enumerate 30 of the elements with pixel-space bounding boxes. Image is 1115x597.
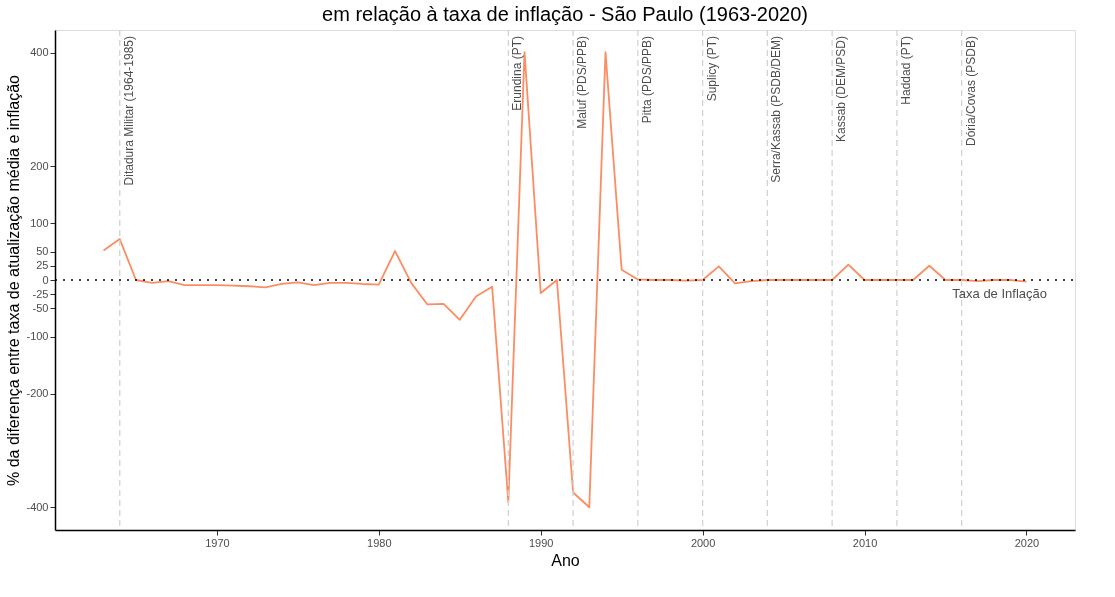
ref-line-label: Suplicy (PT) bbox=[704, 36, 719, 102]
x-tick-label: 2020 bbox=[1014, 536, 1040, 549]
ref-line-label: Maluf (PDS/PPB) bbox=[575, 36, 590, 129]
ref-line-label: Pitta (PDS/PPB) bbox=[639, 36, 654, 124]
ref-line-label: Taxa de Inflação bbox=[952, 286, 1047, 301]
x-tick-label: 2000 bbox=[690, 536, 716, 549]
ref-line-label: Ditadura Militar (1964-1985) bbox=[121, 36, 136, 186]
x-tick-label: 2010 bbox=[852, 536, 878, 549]
y-tick-label: -200 bbox=[26, 387, 49, 400]
y-axis-title: % da diferença entre taxa de atualização média e inflação bbox=[5, 74, 23, 486]
ref-line-label: Kassab (DEM/PSD) bbox=[834, 36, 849, 143]
y-tick-label: 25 bbox=[36, 259, 49, 272]
y-tick-label: -100 bbox=[26, 330, 49, 343]
x-tick-label: 1980 bbox=[367, 536, 392, 549]
ref-line-label: Dória/Covas (PSDB) bbox=[963, 36, 978, 147]
y-tick-label: -400 bbox=[26, 500, 49, 513]
y-tick-label: -25 bbox=[32, 287, 49, 300]
y-tick-label: 200 bbox=[30, 159, 49, 172]
y-tick-label: 400 bbox=[30, 46, 49, 59]
x-tick-label: 1970 bbox=[205, 536, 230, 549]
y-tick-label: 100 bbox=[30, 216, 49, 229]
x-tick-label: 1990 bbox=[528, 536, 554, 549]
x-axis-title: Ano bbox=[551, 551, 580, 569]
y-tick-label: 0 bbox=[42, 273, 49, 286]
y-tick-label: 50 bbox=[36, 245, 49, 258]
chart-title: em relação à taxa de inflação - São Paulo (1963-2020) bbox=[322, 3, 808, 26]
y-tick-label: -50 bbox=[32, 301, 49, 314]
ref-line-label: Haddad (PT) bbox=[898, 36, 913, 105]
ref-line-label: Erundina (PT) bbox=[510, 36, 525, 111]
ref-line-label: Serra/Kassab (PSDB/DEM) bbox=[769, 36, 784, 183]
